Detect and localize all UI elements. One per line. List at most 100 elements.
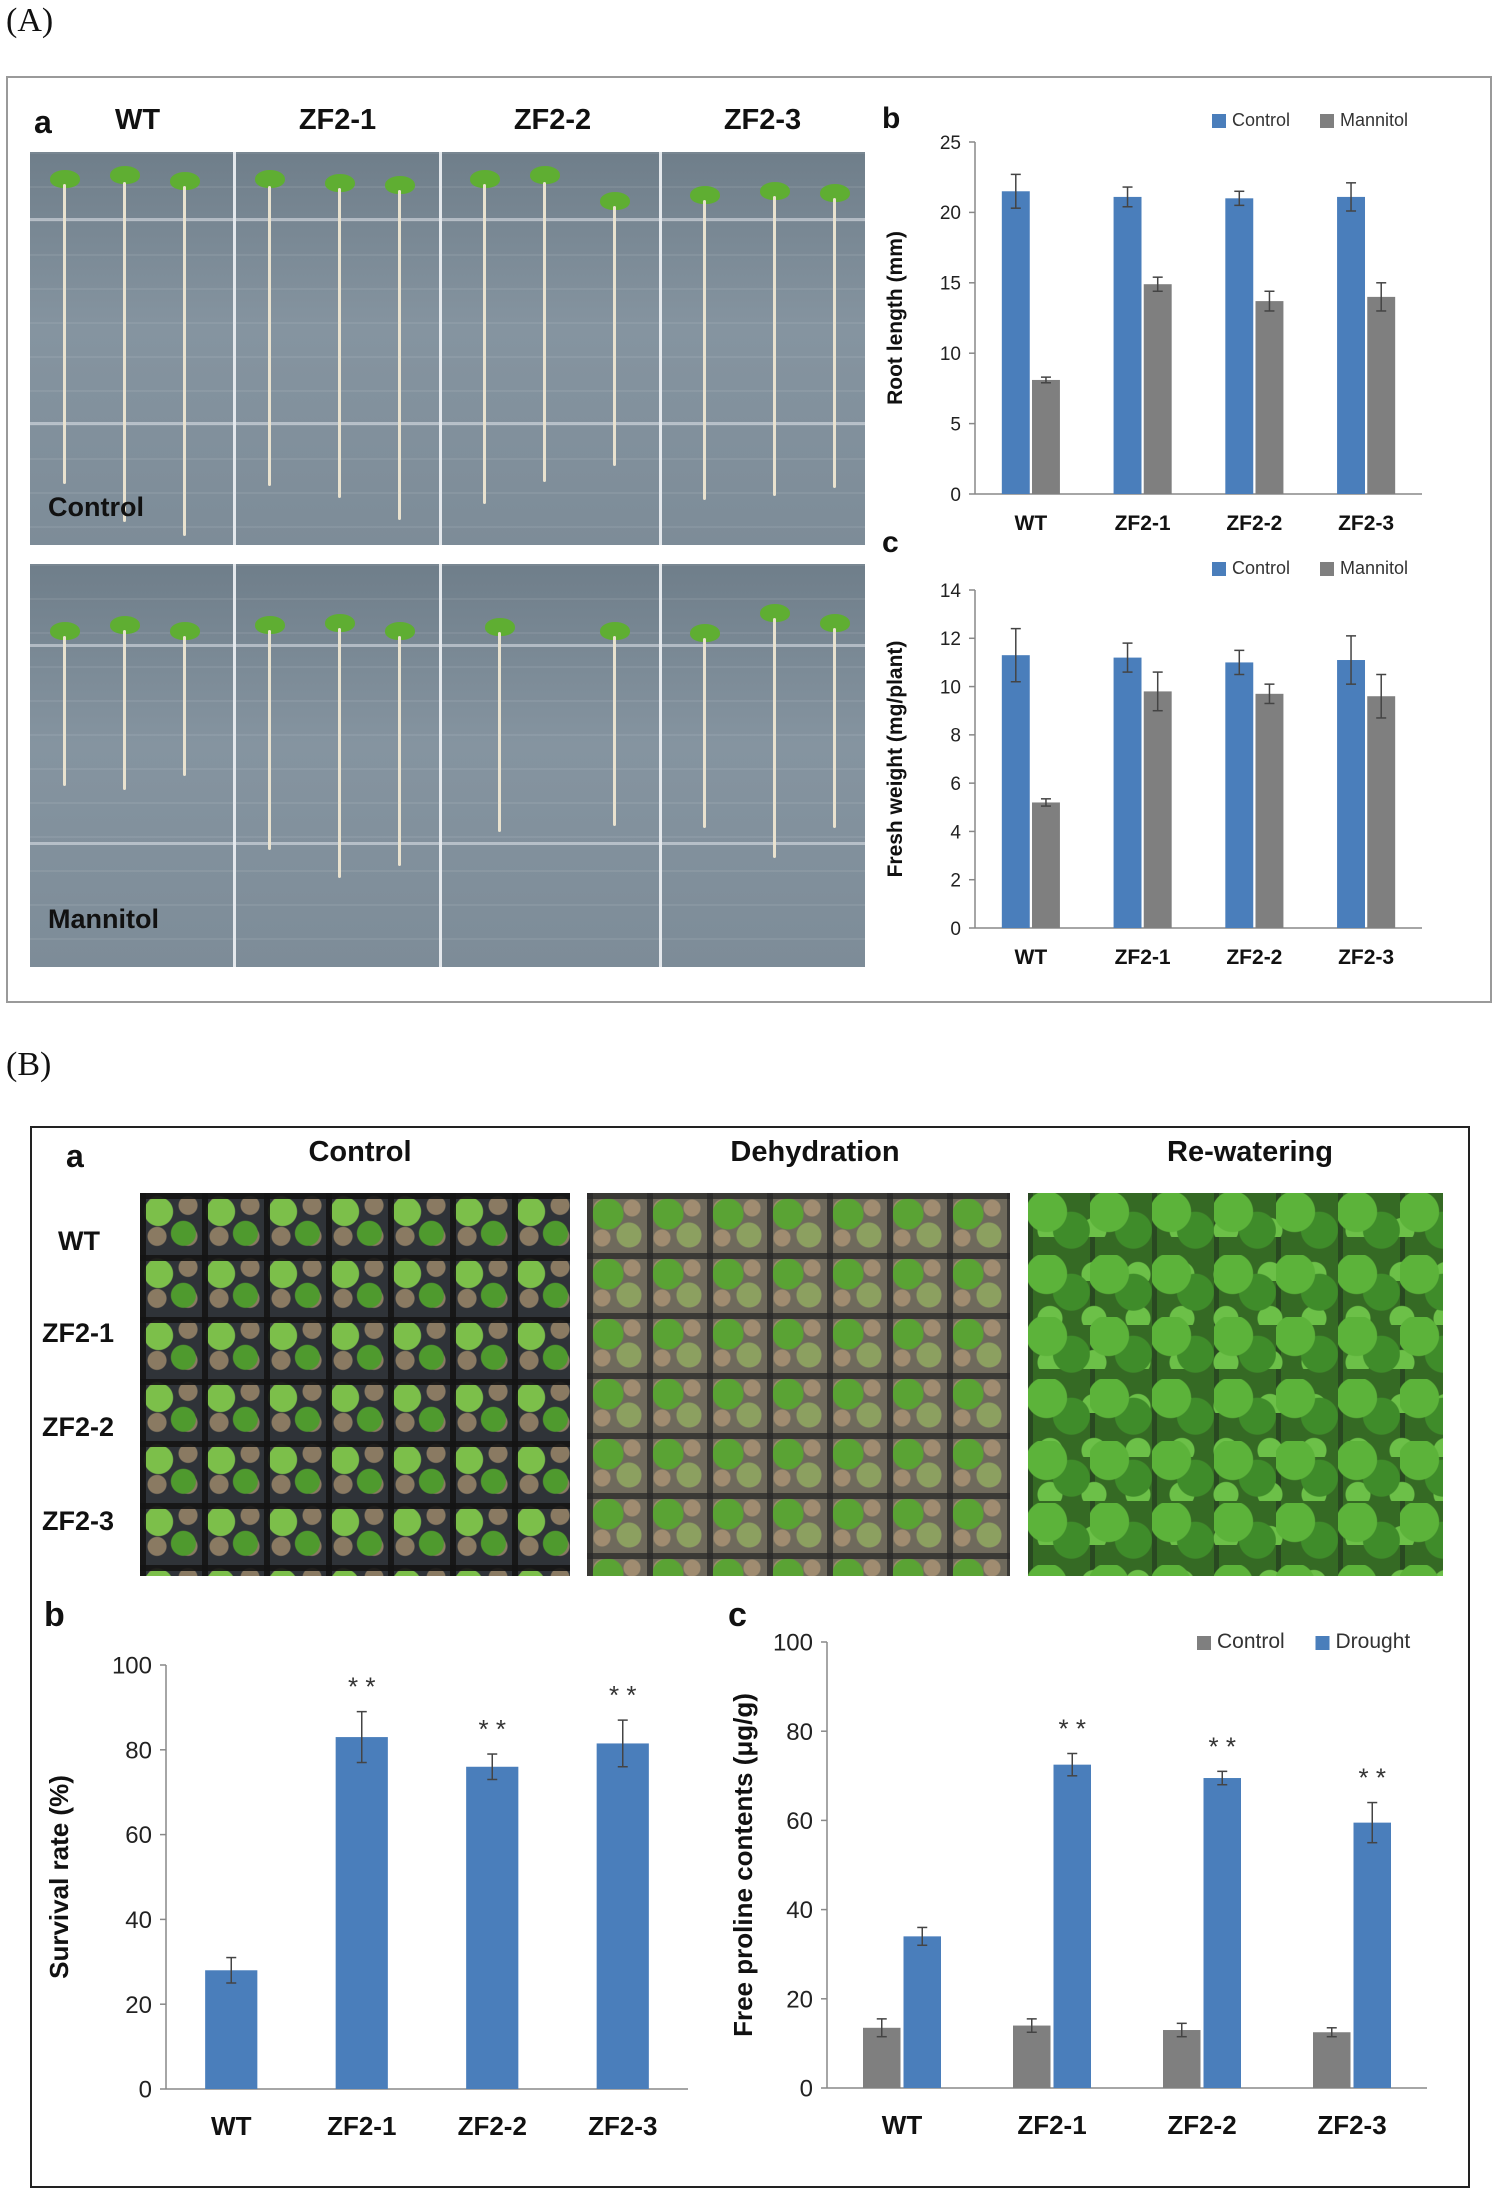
y-axis-title: Fresh weight (mg/plant) (884, 641, 907, 878)
column-header-zf2-3: ZF2-3 (723, 104, 802, 136)
significance-stars: * * (609, 1680, 636, 1710)
x-tick-label-wt: WT (211, 2111, 252, 2141)
significance-stars: * * (1359, 1763, 1386, 1793)
legend-label-control: Control (1217, 1630, 1285, 1653)
significance-stars: * * (348, 1672, 375, 1702)
survival-rate-chart: b 0 20 40 60 80 100 Survival rate (%) WT * * ZF2-1… (44, 1600, 688, 2141)
y-tick-label: 15 (940, 274, 961, 295)
fresh-weight-chart: c 0 2 4 6 8 10 12 14 Fresh weight (mg/plant) WT ZF2… (882, 530, 1422, 969)
column-header-re-watering: Re-watering (1167, 1136, 1333, 1168)
y-tick-label: 14 (940, 581, 962, 602)
significance-stars: * * (1059, 1714, 1086, 1744)
y-tick-label: 10 (940, 677, 961, 698)
legend-swatch-drought (1315, 1636, 1330, 1650)
y-tick-label: 25 (940, 133, 961, 154)
mannitol-condition-label: Mannitol (48, 904, 159, 934)
column-header-dehydration: Dehydration (730, 1136, 900, 1168)
chart-panel-letter: c (728, 1600, 747, 1634)
bar-series-zf2-1 (335, 1737, 388, 2089)
bar-control-zf2-3 (1337, 196, 1366, 495)
bar-series-zf2-2 (466, 1766, 519, 2089)
row-header-zf2-2: ZF2-2 (42, 1412, 115, 1442)
legend-label-control: Control (1232, 110, 1290, 130)
y-tick-label: 2 (950, 871, 961, 892)
panel-b-a-letter: a (66, 1138, 84, 1174)
legend-label-control: Control (1232, 558, 1290, 578)
y-tick-label: 80 (786, 1719, 813, 1746)
bar-mannitol-zf2-2 (1255, 301, 1284, 494)
part-a-label: (A) (6, 2, 54, 39)
y-tick-label: 0 (800, 2076, 813, 2103)
y-tick-label: 0 (139, 2077, 152, 2104)
y-axis-title: Free proline contents (μg/g) (728, 1693, 758, 2037)
x-tick-label-wt: WT (1015, 512, 1048, 535)
bar-drought-zf2-1 (1053, 1764, 1091, 2088)
legend-swatch-control (1197, 1636, 1211, 1650)
column-header-wt: WT (114, 104, 161, 136)
column-header-zf2-1: ZF2-1 (298, 104, 377, 136)
bar-control-zf2-1 (1013, 2025, 1051, 2088)
significance-stars: * * (479, 1714, 506, 1744)
bar-series-zf2-3 (596, 1743, 649, 2089)
y-tick-label: 100 (773, 1630, 813, 1657)
x-tick-label-zf2-2: ZF2-2 (1167, 2110, 1236, 2140)
panel-a-a-letter: a (34, 104, 52, 140)
y-tick-label: 40 (786, 1897, 813, 1924)
bar-mannitol-zf2-3 (1367, 296, 1396, 494)
x-tick-label-zf2-2: ZF2-2 (1226, 512, 1282, 535)
y-tick-label: 10 (940, 344, 961, 365)
y-tick-label: 60 (786, 1808, 813, 1835)
x-tick-label-zf2-1: ZF2-1 (1115, 512, 1171, 535)
y-tick-label: 0 (950, 919, 961, 940)
y-tick-label: 60 (125, 1822, 152, 1849)
significance-stars: * * (1209, 1731, 1236, 1761)
y-tick-label: 6 (950, 774, 961, 795)
chart-panel-letter: b (44, 1600, 65, 1634)
x-tick-label-zf2-3: ZF2-3 (1338, 512, 1394, 535)
bar-control-wt (1001, 191, 1030, 494)
legend-swatch-mannitol (1320, 562, 1334, 576)
column-header-control: Control (308, 1136, 412, 1168)
bar-control-zf2-2 (1225, 662, 1254, 928)
x-tick-label-zf2-2: ZF2-2 (1226, 946, 1282, 969)
y-tick-label: 20 (786, 1986, 813, 2013)
mannitol-seedling-plate-photo: Mannitol (30, 564, 865, 967)
column-header-zf2-2: ZF2-2 (513, 104, 592, 136)
control-tray-photo (140, 1193, 570, 1576)
chart-panel-letter: c (882, 530, 899, 559)
bar-control-wt (1001, 655, 1030, 928)
y-tick-label: 4 (950, 822, 961, 843)
control-seedling-plate-photo: Control (30, 152, 865, 545)
x-tick-label-zf2-1: ZF2-1 (327, 2111, 396, 2141)
x-tick-label-zf2-3: ZF2-3 (588, 2111, 657, 2141)
chart-panel-letter: b (882, 106, 900, 135)
legend-label-drought: Drought (1336, 1630, 1411, 1653)
bar-mannitol-zf2-1 (1143, 691, 1172, 928)
y-tick-label: 80 (125, 1737, 152, 1764)
y-tick-label: 20 (125, 1992, 152, 2019)
bar-control-zf2-1 (1113, 196, 1142, 495)
y-tick-label: 0 (950, 485, 961, 506)
part-b-label: (B) (6, 1046, 52, 1083)
y-tick-label: 20 (940, 203, 961, 224)
x-tick-label-wt: WT (1015, 946, 1048, 969)
bar-mannitol-zf2-1 (1143, 284, 1172, 494)
y-tick-label: 5 (950, 414, 961, 435)
legend-swatch-control (1212, 114, 1226, 128)
control-condition-label: Control (48, 492, 144, 522)
re-watering-tray-photo (1028, 1193, 1443, 1576)
free-proline-chart: c 0 20 40 60 80 100 Free proline contents (μg/g… (728, 1600, 1427, 2140)
y-tick-label: 100 (112, 1653, 152, 1680)
bar-mannitol-zf2-2 (1255, 693, 1284, 928)
y-axis-title: Survival rate (%) (44, 1775, 74, 1979)
bar-mannitol-wt (1031, 802, 1060, 928)
root-length-chart: b 0 5 10 15 20 25 Root length (mm) WT ZF2-1 ZF2-2 Z… (882, 106, 1422, 535)
row-header-zf2-1: ZF2-1 (42, 1318, 115, 1348)
bar-drought-zf2-2 (1203, 1778, 1241, 2088)
bar-series-wt (205, 1970, 258, 2089)
y-tick-label: 12 (940, 629, 961, 650)
legend-label-mannitol: Mannitol (1340, 110, 1408, 130)
x-tick-label-zf2-1: ZF2-1 (1017, 2110, 1086, 2140)
y-tick-label: 40 (125, 1907, 152, 1934)
legend-swatch-control (1212, 562, 1226, 576)
